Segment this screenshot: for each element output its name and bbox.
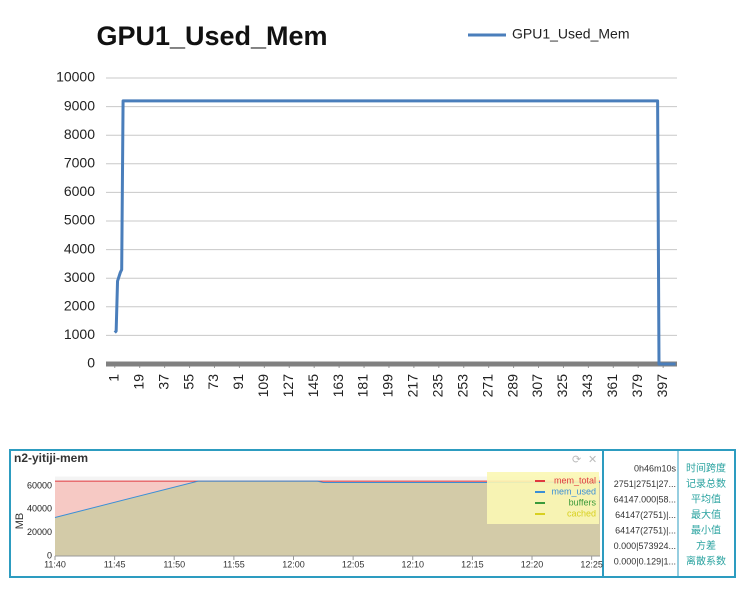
y-tick-label: 2000 xyxy=(64,298,95,314)
x-tick-label: 91 xyxy=(230,374,246,390)
x-tick-label: 12:10 xyxy=(402,559,425,569)
legend-label: mem_used xyxy=(551,486,596,496)
x-tick-label: 361 xyxy=(604,374,620,398)
x-tick-label: 1 xyxy=(105,374,121,382)
x-tick-label: 55 xyxy=(180,374,196,390)
stat-label: 记录总数 xyxy=(686,477,726,490)
stat-value: 64147(2751)|... xyxy=(615,525,676,535)
stat-label: 平均值 xyxy=(691,493,721,506)
x-tick-label: 127 xyxy=(280,374,296,398)
x-tick-label: 199 xyxy=(380,374,396,398)
y-axis-label: MB xyxy=(14,513,26,530)
series-area xyxy=(55,481,600,556)
stat-label: 方差 xyxy=(696,539,716,552)
panel-frame xyxy=(9,449,736,578)
y-tick-label: 0 xyxy=(87,355,95,371)
x-tick-label: 145 xyxy=(305,374,321,398)
y-tick-label: 5000 xyxy=(64,212,95,228)
y-tick-label: 3000 xyxy=(64,269,95,285)
close-icon[interactable]: ✕ xyxy=(588,454,597,466)
x-tick-label: 11:50 xyxy=(163,559,185,569)
x-tick-label: 325 xyxy=(554,374,570,398)
x-tick-label: 11:45 xyxy=(104,559,126,569)
series-line xyxy=(54,480,600,518)
stat-label: 最小值 xyxy=(691,524,721,537)
stat-value: 0h46m10s xyxy=(634,463,677,473)
x-tick-label: 11:55 xyxy=(223,559,245,569)
stat-label: 离散系数 xyxy=(686,555,726,568)
refresh-icon[interactable]: ⟳ xyxy=(572,454,581,466)
x-tick-label: 253 xyxy=(454,374,470,398)
y-tick-label: 1000 xyxy=(64,326,95,342)
y-tick-label: 0 xyxy=(47,550,52,560)
panel-title: n2-yitiji-mem xyxy=(14,451,88,465)
stat-value: 2751|2751|27... xyxy=(614,479,676,489)
legend-label: cached xyxy=(567,508,596,518)
stat-label: 时间跨度 xyxy=(686,462,726,475)
legend-label: buffers xyxy=(569,497,597,507)
y-tick-label: 4000 xyxy=(64,240,95,256)
x-tick-label: 12:20 xyxy=(521,559,544,569)
stat-value: 64147(2751)|... xyxy=(615,510,676,520)
stat-value: 64147.000|58... xyxy=(614,494,676,504)
x-tick-label: 73 xyxy=(205,374,221,390)
x-tick-label: 235 xyxy=(430,374,446,398)
y-tick-label: 6000 xyxy=(64,183,95,199)
x-tick-label: 307 xyxy=(529,374,545,398)
y-tick-label: 60000 xyxy=(27,480,52,490)
x-tick-label: 12:00 xyxy=(282,559,305,569)
x-tick-label: 12:25 xyxy=(580,559,603,569)
stat-value: 0.000|573924... xyxy=(614,541,676,551)
x-tick-label: 12:15 xyxy=(461,559,484,569)
stat-value: 0.000|0.129|1... xyxy=(614,556,676,566)
y-tick-label: 8000 xyxy=(64,126,95,142)
series-line xyxy=(113,99,676,366)
x-tick-label: 343 xyxy=(579,374,595,398)
x-tick-label: 19 xyxy=(130,374,146,390)
chart-title: GPU1_Used_Mem xyxy=(96,21,327,51)
x-tick-label: 271 xyxy=(479,374,495,398)
x-tick-label: 397 xyxy=(654,374,670,398)
y-tick-label: 20000 xyxy=(27,527,52,537)
y-tick-label: 7000 xyxy=(64,155,95,171)
x-tick-label: 289 xyxy=(504,374,520,398)
stat-label: 最大值 xyxy=(691,508,721,521)
y-tick-label: 40000 xyxy=(27,504,52,514)
legend-label: mem_total xyxy=(554,475,596,485)
x-tick-label: 109 xyxy=(255,374,271,398)
legend-label: GPU1_Used_Mem xyxy=(512,26,630,42)
x-tick-label: 12:05 xyxy=(342,559,365,569)
x-tick-label: 163 xyxy=(330,374,346,398)
x-tick-label: 37 xyxy=(155,374,171,390)
x-tick-label: 379 xyxy=(629,374,645,398)
x-tick-label: 11:40 xyxy=(44,559,66,569)
y-tick-label: 9000 xyxy=(64,97,95,113)
y-tick-label: 10000 xyxy=(56,69,95,85)
x-tick-label: 181 xyxy=(355,374,371,398)
x-tick-label: 217 xyxy=(405,374,421,398)
